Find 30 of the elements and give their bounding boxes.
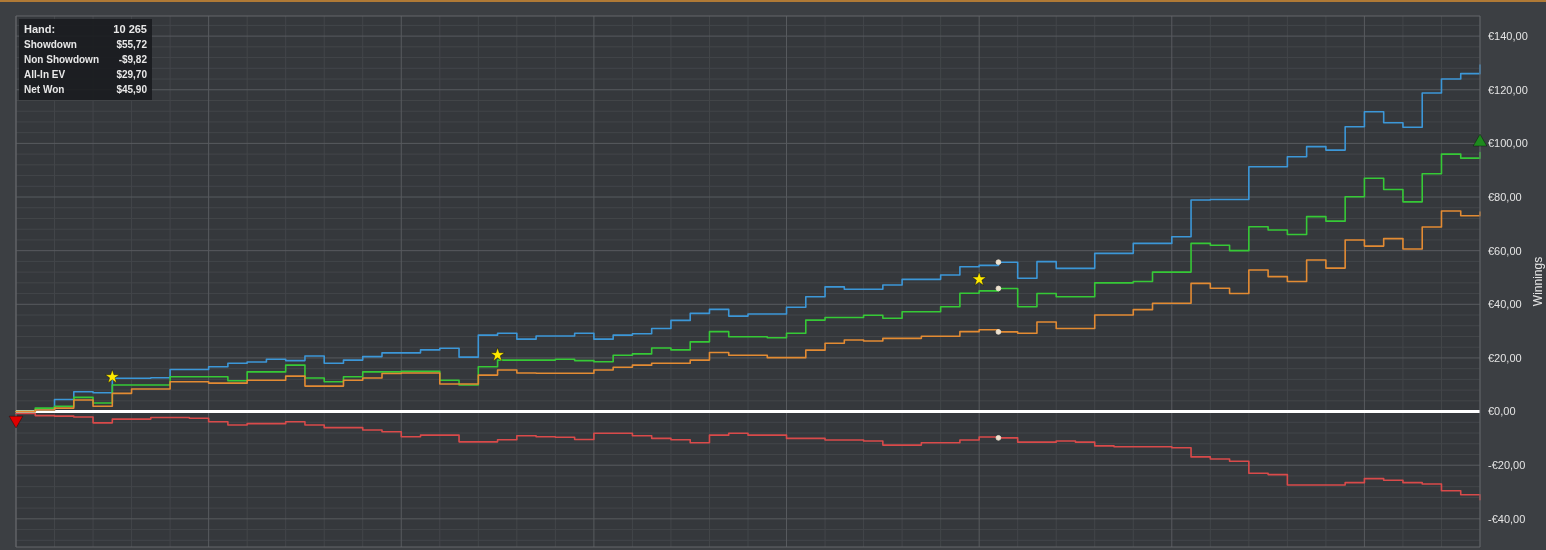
point bbox=[995, 259, 1002, 265]
y-tick-label: €140,00 bbox=[1488, 30, 1528, 43]
annotation: Net Won bbox=[24, 83, 65, 97]
y-tick-label: €40,00 bbox=[1488, 298, 1522, 311]
point bbox=[995, 329, 1002, 335]
y-tick-label: €0,00 bbox=[1488, 405, 1516, 418]
annotation: Non Showdown bbox=[24, 53, 99, 67]
annotation: Showdown bbox=[24, 38, 77, 52]
point bbox=[8, 415, 24, 429]
y-tick-label: -€40,00 bbox=[1488, 512, 1526, 525]
annotation: All-In EV bbox=[24, 68, 66, 82]
point bbox=[971, 271, 987, 286]
annotation: Hand: bbox=[24, 22, 56, 37]
annotation: 10 265 bbox=[113, 22, 147, 37]
point bbox=[995, 285, 1002, 292]
y-tick-label: -€20,00 bbox=[1488, 459, 1526, 472]
point bbox=[1472, 133, 1488, 147]
point bbox=[995, 435, 1002, 441]
annotation: $45,90 bbox=[116, 83, 147, 97]
point bbox=[490, 347, 505, 362]
y-tick-label: €120,00 bbox=[1488, 83, 1528, 96]
annotation: -$9,82 bbox=[118, 53, 147, 67]
y-tick-label: €60,00 bbox=[1488, 244, 1522, 257]
annotation: $29,70 bbox=[116, 68, 147, 82]
point bbox=[104, 369, 120, 384]
annotation: $55,72 bbox=[116, 38, 147, 52]
y-axis-title: Winnings bbox=[1531, 256, 1545, 307]
y-tick-label: €80,00 bbox=[1488, 190, 1522, 203]
y-tick-label: €100,00 bbox=[1488, 137, 1528, 150]
y-tick-label: €20,00 bbox=[1488, 351, 1522, 364]
